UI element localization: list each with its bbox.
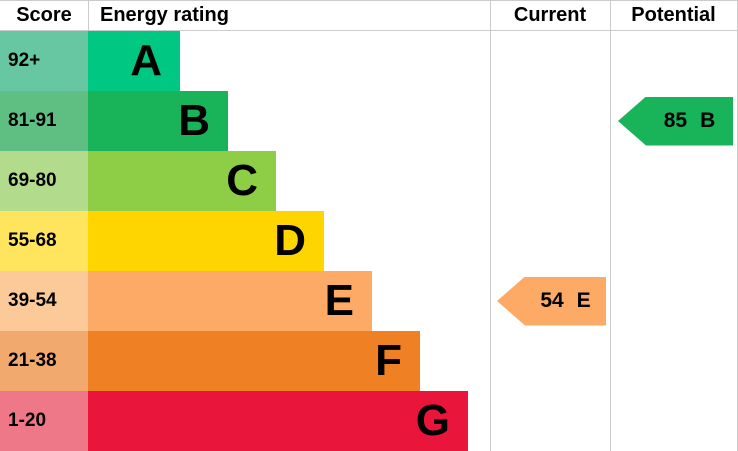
rating-bar-c: C <box>88 151 276 211</box>
band-row-b: 81-91 B <box>0 91 490 151</box>
rating-bar-g: G <box>88 391 468 451</box>
current-rating-letter: E <box>576 289 591 312</box>
band-row-e: 39-54 E <box>0 271 490 331</box>
rating-bar-b: B <box>88 91 228 151</box>
band-row-g: 1-20 G <box>0 391 490 451</box>
potential-column-divider <box>610 0 611 451</box>
header-potential-label: Potential <box>631 4 716 26</box>
band-row-c: 69-80 C <box>0 151 490 211</box>
rating-bar-a: A <box>88 31 180 91</box>
band-rows: 92+ A 81-91 B 69-80 C 55-68 D 39-54 E 21… <box>0 31 490 451</box>
potential-rating-value: 85 <box>663 109 688 132</box>
band-row-f: 21-38 F <box>0 331 490 391</box>
rating-bar-f: F <box>88 331 420 391</box>
header-score-label: Score <box>16 4 72 26</box>
score-column-divider <box>88 0 89 31</box>
rating-bar-e: E <box>88 271 372 331</box>
potential-rating-arrow: 85 B <box>618 96 733 146</box>
current-rating-arrow: 54 E <box>497 276 606 326</box>
chart-header: Score Energy rating Current Potential <box>0 0 738 31</box>
current-rating-value: 54 <box>540 289 564 312</box>
score-range-cell: 21-38 <box>0 331 88 391</box>
rating-bar-d: D <box>88 211 324 271</box>
score-range-cell: 55-68 <box>0 211 88 271</box>
potential-rating-letter: B <box>700 109 716 132</box>
band-row-a: 92+ A <box>0 31 490 91</box>
band-row-d: 55-68 D <box>0 211 490 271</box>
score-range-cell: 39-54 <box>0 271 88 331</box>
current-column-divider <box>490 0 491 451</box>
score-range-cell: 92+ <box>0 31 88 91</box>
score-range-cell: 1-20 <box>0 391 88 451</box>
score-range-cell: 81-91 <box>0 91 88 151</box>
header-rating-label: Energy rating <box>100 4 229 26</box>
score-range-cell: 69-80 <box>0 151 88 211</box>
header-current-label: Current <box>513 4 587 26</box>
